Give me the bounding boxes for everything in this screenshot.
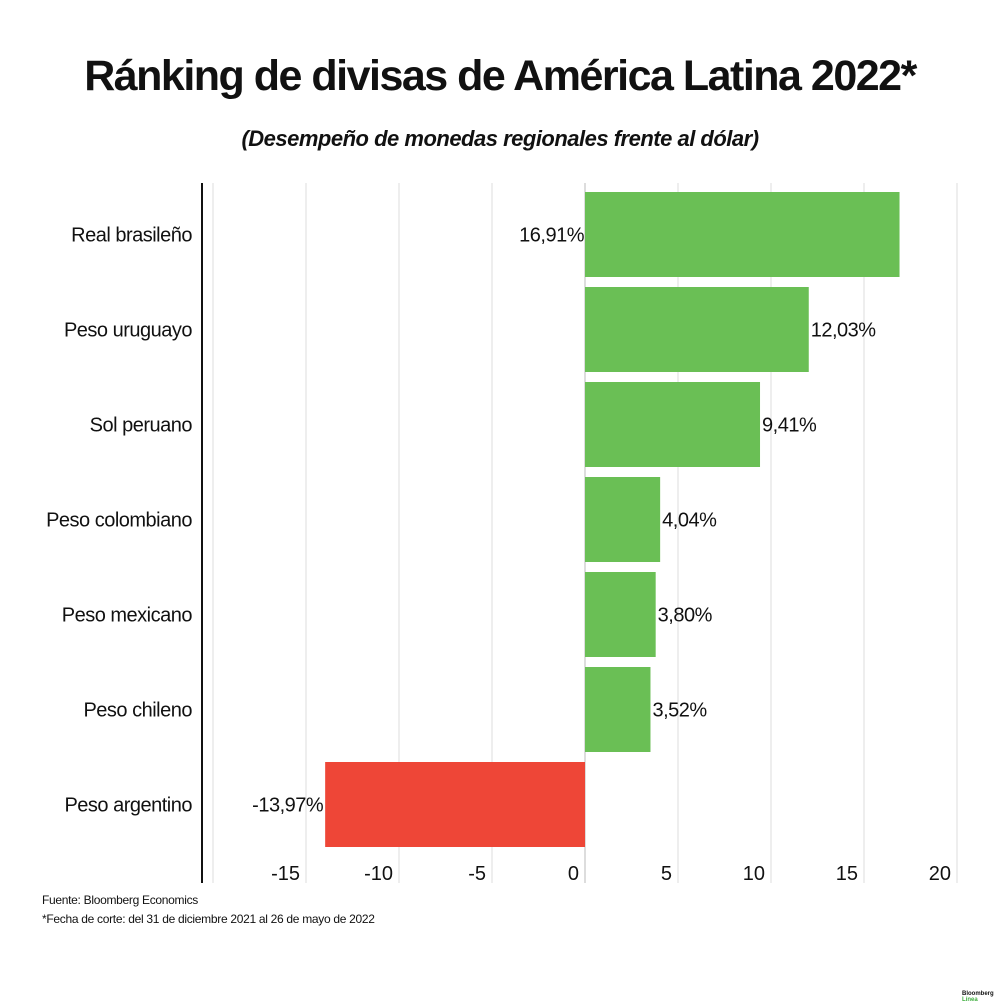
chart-title: Ránking de divisas de América Latina 202…: [84, 52, 917, 100]
category-label: Real brasileño: [71, 225, 192, 247]
bar: [585, 192, 900, 277]
x-tick-label: 0: [568, 863, 579, 885]
bar: [325, 762, 585, 847]
logo-line1: Bloomberg: [962, 991, 994, 997]
source-note: Fuente: Bloomberg Economics: [42, 893, 198, 907]
logo-line2: Línea: [962, 997, 978, 1003]
bar: [585, 477, 661, 562]
category-label: Peso colombiano: [46, 510, 192, 532]
bar: [585, 667, 651, 752]
data-label: 16,91%: [519, 225, 585, 247]
x-tick-label: 10: [743, 863, 765, 885]
x-tick-label: -5: [468, 863, 486, 885]
category-label: Peso chileno: [83, 700, 192, 722]
category-label: Peso mexicano: [62, 605, 193, 627]
chart-subtitle: (Desempeño de monedas regionales frente …: [241, 126, 759, 151]
bloomberg-linea-logo: Bloomberg Línea: [962, 991, 994, 1003]
bar: [585, 572, 656, 657]
x-tick-label: -10: [364, 863, 393, 885]
x-tick-label: -15: [271, 863, 300, 885]
category-label: Peso argentino: [64, 795, 192, 817]
data-label: 12,03%: [811, 320, 877, 342]
data-label: 3,52%: [652, 700, 707, 722]
x-tick-label: 5: [661, 863, 672, 885]
bar: [585, 287, 809, 372]
data-label: 9,41%: [762, 415, 817, 437]
date-note: *Fecha de corte: del 31 de diciembre 202…: [42, 912, 375, 926]
x-tick-label: 15: [836, 863, 858, 885]
bar: [585, 382, 761, 467]
data-label: 4,04%: [662, 510, 717, 532]
data-label: -13,97%: [252, 795, 324, 817]
category-label: Peso uruguayo: [64, 320, 192, 342]
category-label: Sol peruano: [90, 415, 193, 437]
x-tick-label: 20: [929, 863, 951, 885]
data-label: 3,80%: [658, 605, 713, 627]
